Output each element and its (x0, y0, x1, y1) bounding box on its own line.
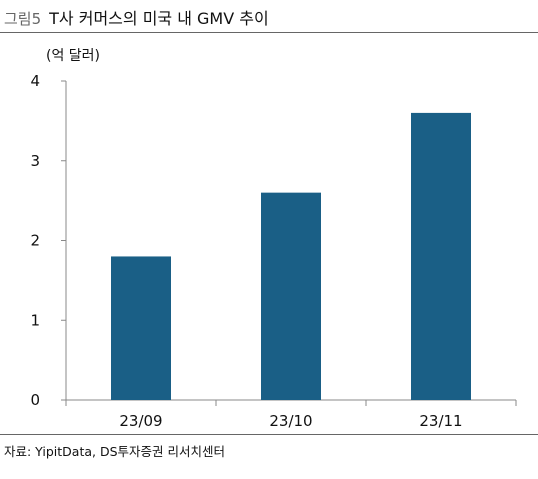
y-tick-label: 2 (30, 232, 40, 250)
chart-title: T사 커머스의 미국 내 GMV 추이 (49, 9, 269, 28)
bar-23-09 (111, 256, 171, 400)
x-axis: 23/09 23/10 23/11 (65, 399, 517, 430)
bottom-rule (0, 434, 538, 435)
bar-23-11 (411, 112, 471, 401)
y-tick-label: 1 (30, 311, 40, 329)
figure-label: 그림5 (4, 10, 42, 28)
bars (111, 112, 471, 401)
y-axis: 0 1 2 3 4 (30, 72, 67, 409)
figure-header: 그림5 T사 커머스의 미국 내 GMV 추이 (4, 5, 534, 31)
x-tick-label: 23/11 (419, 412, 462, 430)
source-note: 자료: YipitData, DS투자증권 리서치센터 (4, 444, 225, 459)
y-tick-label: 0 (30, 391, 40, 409)
x-tick-label: 23/09 (119, 412, 162, 430)
bar-chart: (억 달러) 0 1 2 3 4 23/09 23/10 23/11 (30, 48, 517, 430)
x-tick-label: 23/10 (269, 412, 312, 430)
bar-23-10 (261, 192, 321, 400)
unit-label: (억 달러) (46, 48, 100, 64)
top-rule (0, 32, 538, 33)
y-tick-label: 4 (30, 72, 40, 90)
y-tick-label: 3 (30, 152, 40, 170)
